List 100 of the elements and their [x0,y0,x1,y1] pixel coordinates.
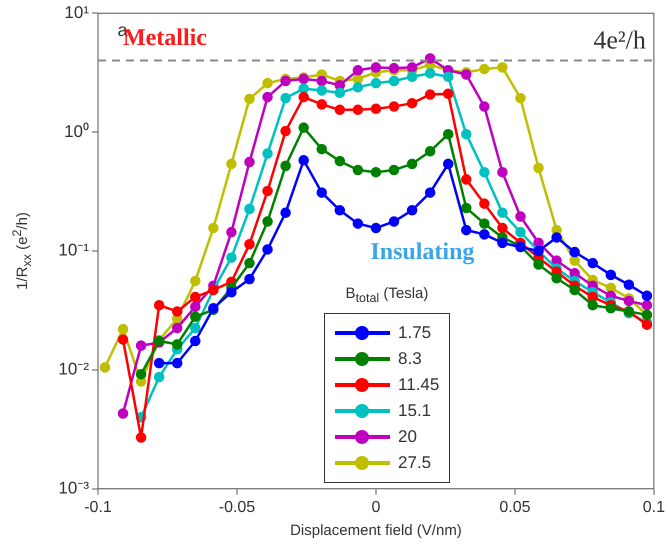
point [370,166,382,178]
point [244,258,255,268]
legend-label: 27.5 [398,452,432,473]
point [606,270,616,280]
point [352,104,364,116]
x-tick-label: -0.1 [84,498,112,516]
point [262,216,273,227]
point [280,126,291,136]
point [424,53,436,64]
point [497,222,508,234]
point [624,296,634,306]
point [136,368,146,380]
point [406,62,418,73]
point [190,276,201,286]
point [642,300,652,310]
point [226,226,237,238]
point [479,64,490,74]
point [334,104,346,116]
point [352,82,364,93]
point [262,148,273,159]
point [334,156,346,166]
point [424,146,436,157]
point [262,92,273,102]
point [154,300,164,310]
legend-label: 1.75 [398,322,432,343]
point [298,83,309,94]
point [136,432,146,443]
point [424,89,436,100]
point [244,238,255,250]
point [624,280,634,290]
point [406,158,418,170]
point [262,244,273,255]
point [388,216,400,227]
point [244,204,255,214]
point [497,166,508,178]
point [136,340,146,351]
point [406,72,418,82]
point [190,311,201,322]
point [569,246,580,258]
point [587,258,598,268]
point [280,207,291,218]
legend-label: 8.3 [398,348,422,369]
point [406,205,418,216]
point [118,324,128,334]
legend-label: 20 [398,426,417,447]
point [226,286,237,298]
point [316,99,327,110]
point [280,92,291,104]
point [334,88,346,98]
x-axis-title: Displacement field (V/nm) [290,522,462,540]
point [388,76,400,86]
point [154,358,164,368]
point [479,101,490,112]
x-tick-label: 0.1 [642,498,666,516]
point [100,362,110,373]
point [606,282,616,294]
point [352,65,364,76]
point [479,198,490,209]
point [479,166,490,178]
point [533,259,544,270]
point [497,207,508,218]
point [515,226,526,238]
x-tick-label: 0 [371,498,380,516]
point [190,322,201,334]
point [587,292,598,302]
point [479,218,490,229]
point [515,211,526,222]
point [190,292,201,302]
point [551,272,562,284]
point [461,174,472,185]
point [118,408,128,419]
point [244,274,255,284]
point [154,372,164,382]
y-tick-label: 10⁰ [64,122,89,141]
x-tick-label: -0.05 [218,498,256,516]
point [442,158,454,170]
point [587,300,598,310]
point [334,205,346,216]
point [533,162,544,174]
point [442,72,454,82]
point [172,322,182,334]
point [280,160,291,172]
x-tick-label: 0.05 [499,498,531,516]
point [172,358,182,368]
point [298,154,309,166]
point [244,94,255,104]
point [352,218,364,229]
point [262,78,273,88]
point [569,284,580,296]
point [316,76,327,86]
legend-label: 15.1 [398,400,432,421]
legend-title: B$_{total}$ (Tesla) [346,284,428,305]
point [316,187,327,198]
point [642,290,652,302]
ref-line-label: 4e²/h [593,25,646,54]
point [424,68,436,79]
legend-label: 11.45 [398,374,440,395]
point [118,334,128,345]
point [515,92,526,104]
point [388,101,400,112]
